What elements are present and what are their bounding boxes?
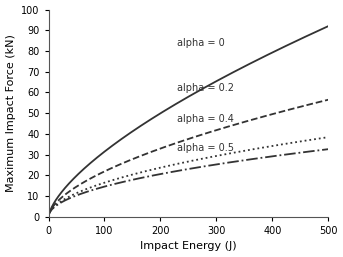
Text: alpha = 0.4: alpha = 0.4	[177, 114, 234, 124]
Text: alpha = 0.5: alpha = 0.5	[177, 143, 234, 153]
Y-axis label: Maximum Impact Force (kN): Maximum Impact Force (kN)	[5, 34, 15, 192]
X-axis label: Impact Energy (J): Impact Energy (J)	[140, 241, 237, 251]
Text: alpha = 0.2: alpha = 0.2	[177, 83, 234, 93]
Text: alpha = 0: alpha = 0	[177, 38, 225, 48]
